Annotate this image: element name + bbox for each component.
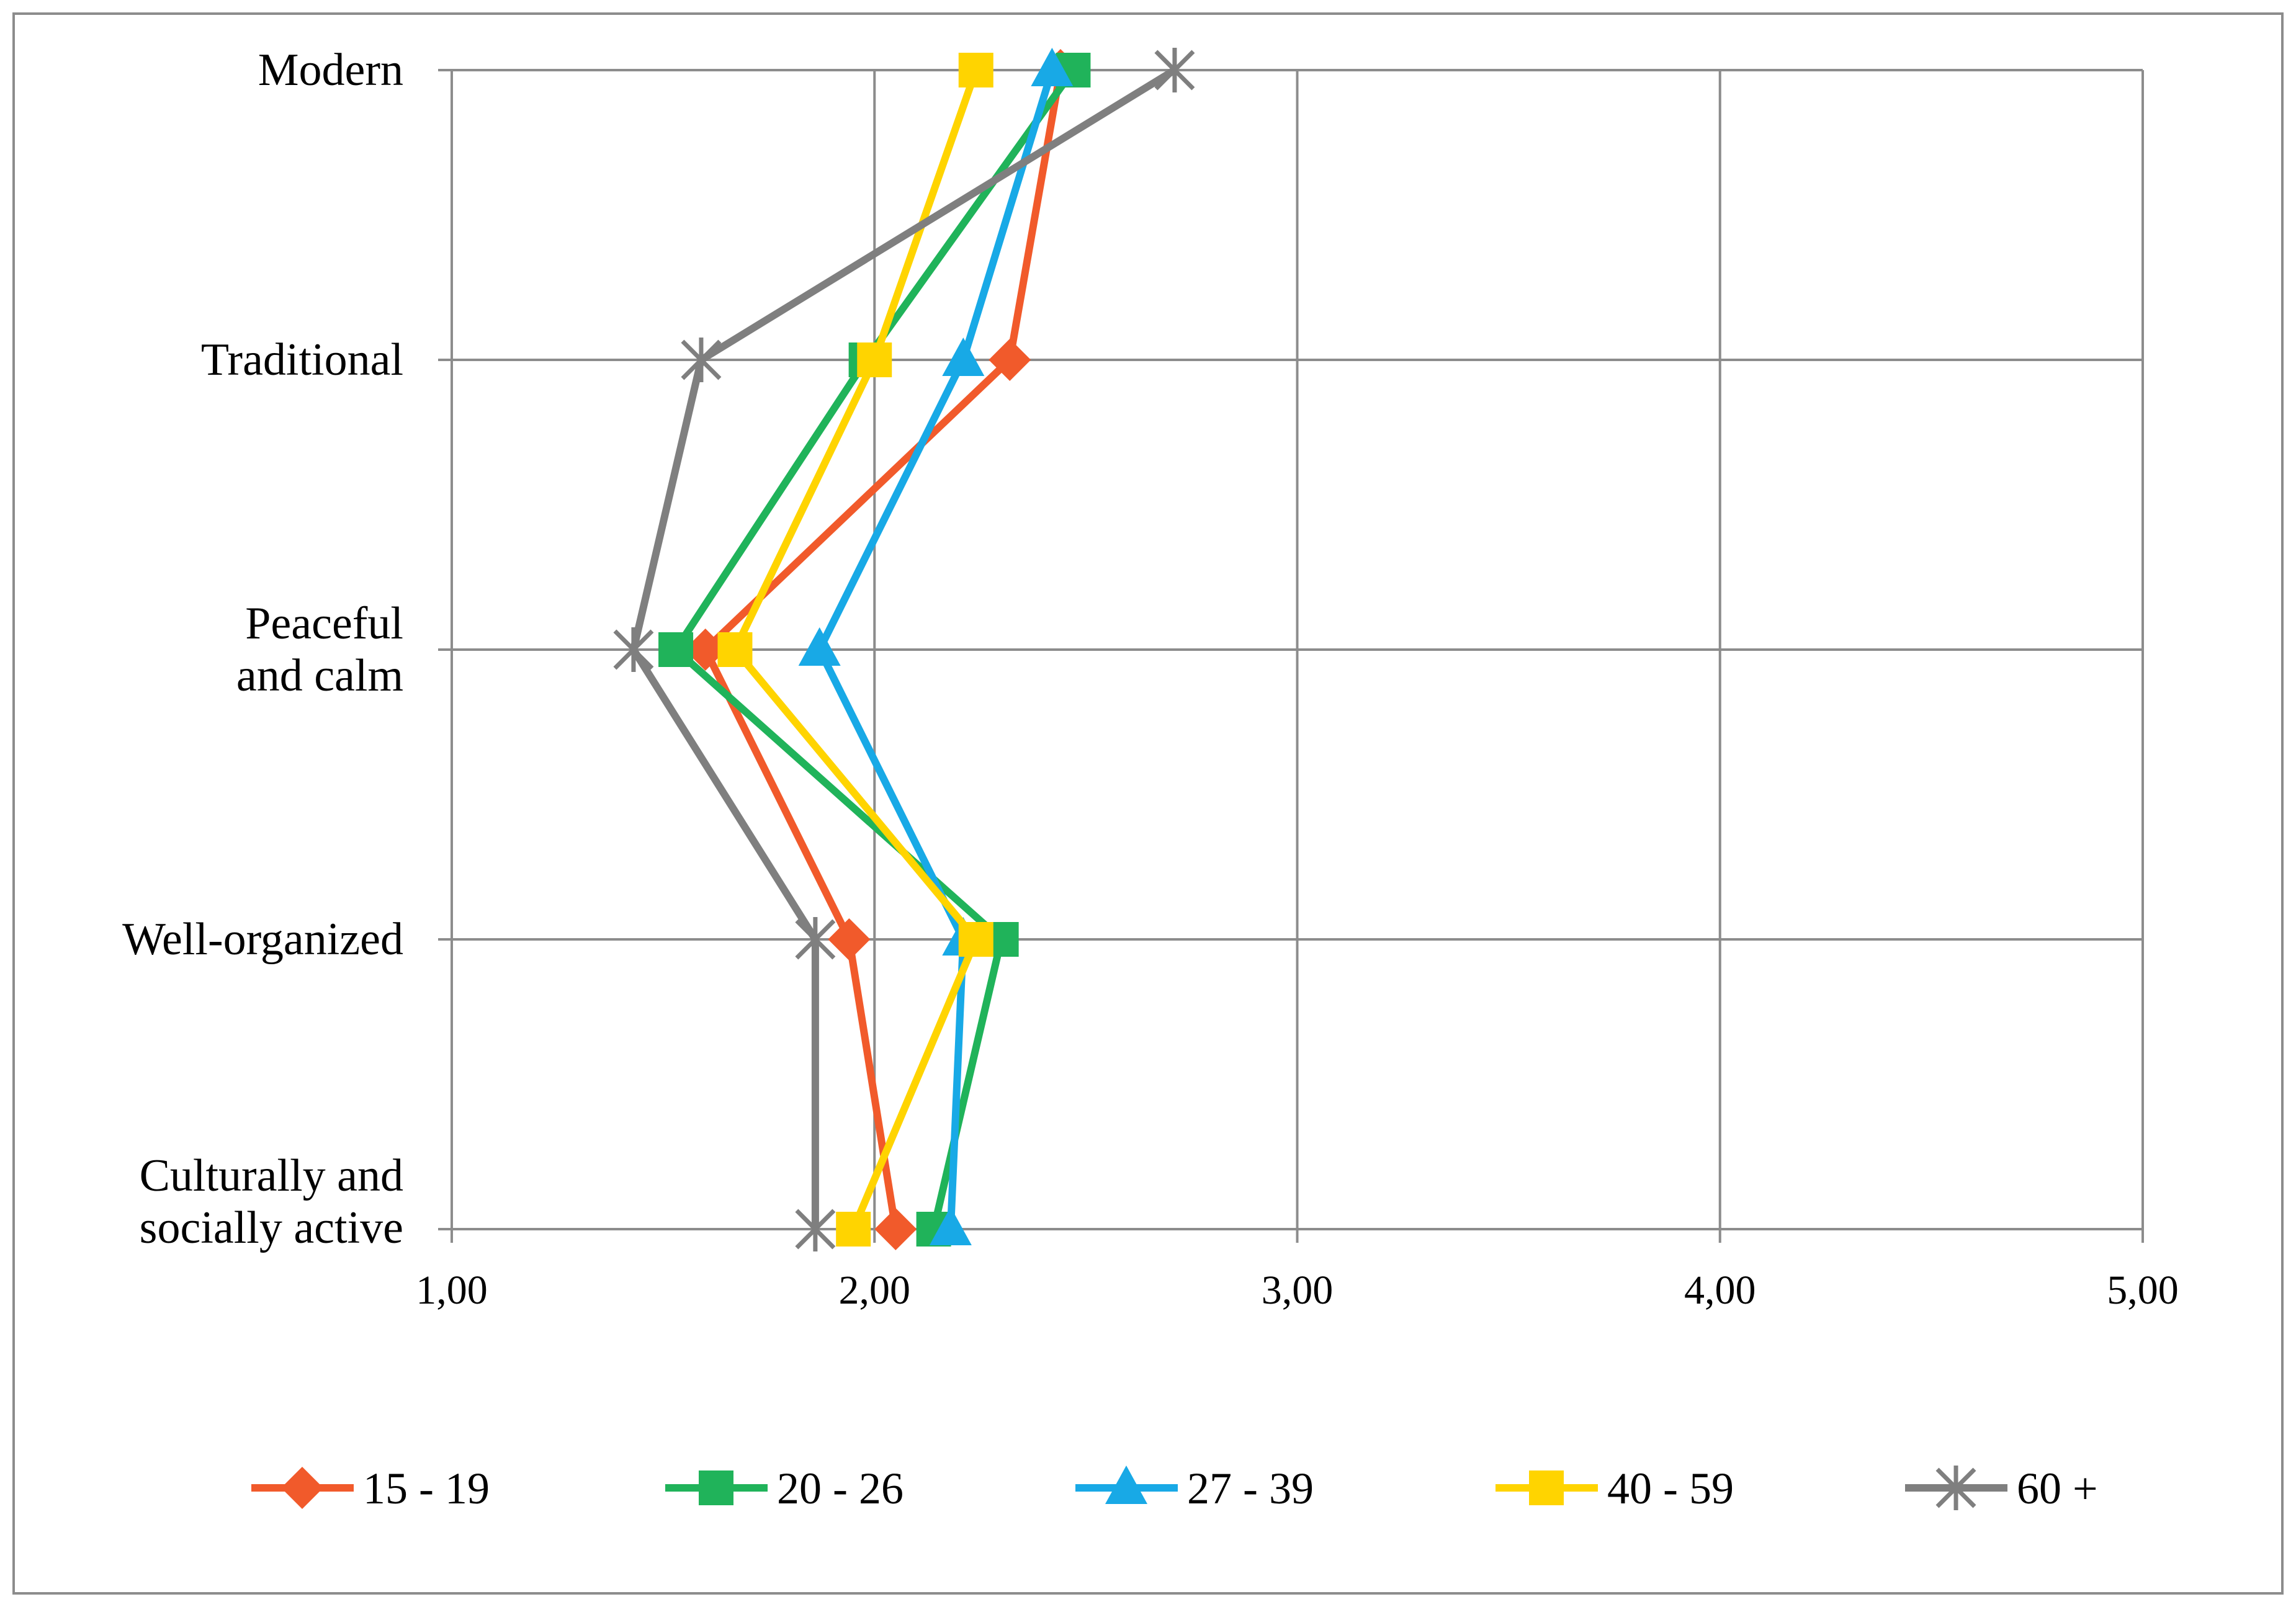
x-tick-label: 1,00 [416,1268,488,1313]
axis-layer: 1,00 2,00 3,00 4,00 5,00 Modern Traditional Pea… [122,45,2179,1313]
data-point-40-59 [836,1212,871,1247]
data-point-60-plus [681,338,722,382]
data-point-60-plus [1154,48,1195,92]
category-label-modern: Modern [258,45,403,96]
category-label-well-organized: Well-organized [122,914,403,965]
data-point-27-39 [1031,48,1074,86]
data-point-15-19 [684,629,727,671]
data-point-40-59 [958,922,993,957]
legend-item-60-plus: 60 + [1905,1464,2098,1513]
data-point-40-59 [717,632,753,667]
x-tick-label: 2,00 [839,1268,911,1313]
legend-marker-20-26 [699,1470,733,1505]
legend-marker-40-59 [1529,1470,1564,1505]
data-point-40-59 [958,53,993,87]
series-40-59 [717,53,993,1247]
data-point-15-19 [989,339,1031,381]
data-point-27-39 [942,338,985,376]
chart-frame [12,12,2284,1595]
legend-label: 15 - 19 [363,1464,490,1513]
legend-label: 20 - 26 [777,1464,904,1513]
x-tick-label: 4,00 [1684,1268,1756,1313]
grid-layer [438,69,2144,1243]
data-point-15-19 [874,1208,917,1250]
series-27-39 [798,48,1074,1245]
data-point-40-59 [857,342,892,377]
x-tick-label: 5,00 [2107,1268,2179,1313]
legend-label: 27 - 39 [1187,1464,1314,1513]
legend-marker-60-plus [1935,1466,1976,1510]
legend-item-40-59: 40 - 59 [1496,1464,1734,1513]
legend-item-20-26: 20 - 26 [665,1464,904,1513]
data-point-60-plus [795,917,836,962]
legend-label: 60 + [2017,1464,2098,1513]
legend: 15 - 19 20 - 26 27 - 39 40 - 59 60 + [251,1464,2098,1513]
series-60-plus [613,48,1195,1251]
legend-label: 40 - 59 [1607,1464,1734,1513]
series-layer [613,48,1195,1251]
data-point-27-39 [929,1207,972,1245]
legend-marker-27-39 [1105,1466,1147,1504]
category-label-traditional: Traditional [201,334,403,385]
category-label-culturally-and-socially-active: Culturally and [140,1150,403,1201]
category-label-peaceful-and-calm: Peaceful [245,598,403,649]
category-label-peaceful-and-calm: and calm [236,650,403,701]
data-point-15-19 [828,918,871,960]
legend-item-27-39: 27 - 39 [1075,1464,1314,1513]
data-point-20-26 [658,632,694,667]
data-point-60-plus [613,627,654,672]
category-label-culturally-and-socially-active: socially active [140,1202,403,1253]
legend-item-15-19: 15 - 19 [251,1464,490,1513]
data-point-60-plus [795,1207,836,1251]
data-point-27-39 [798,627,841,666]
legend-marker-15-19 [281,1467,323,1509]
x-tick-label: 3,00 [1262,1268,1334,1313]
